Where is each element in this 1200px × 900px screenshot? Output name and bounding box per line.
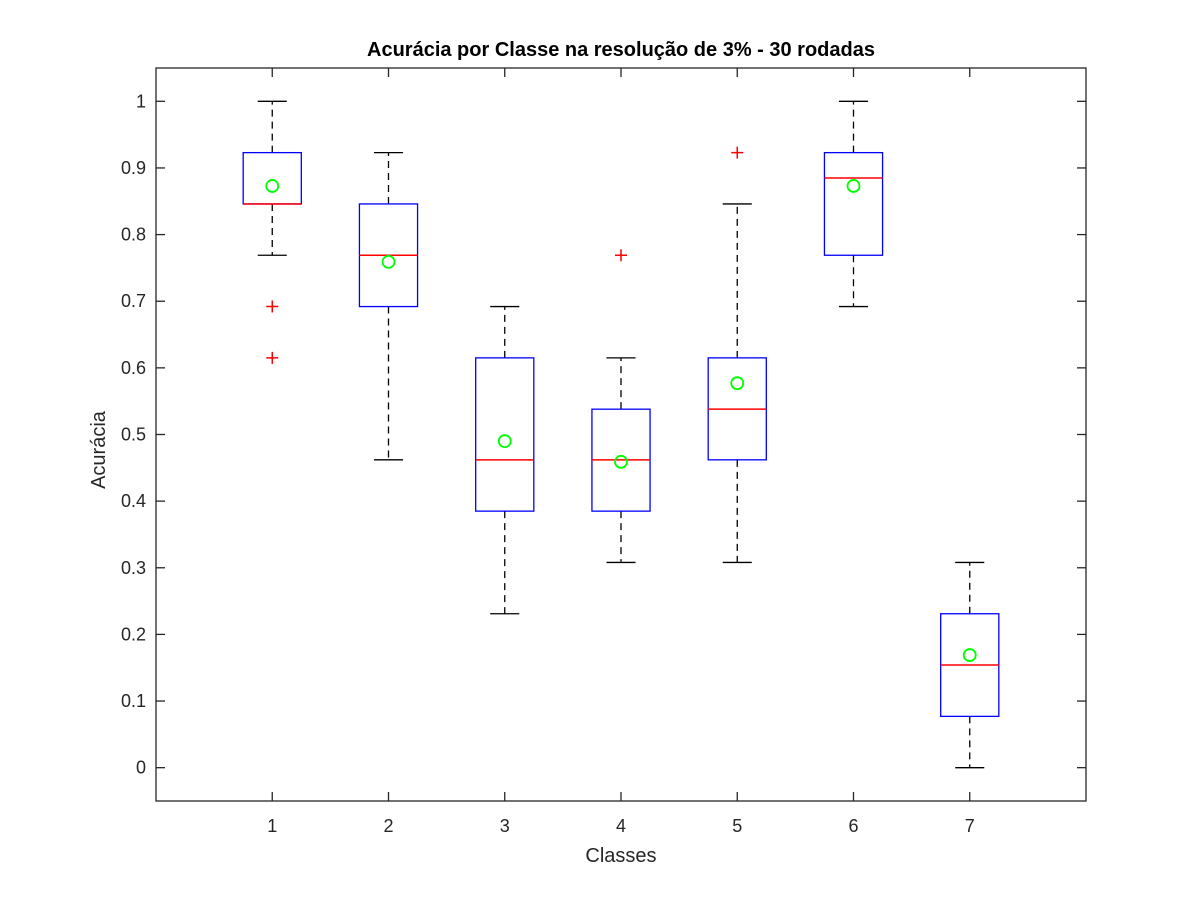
outlier-marker	[266, 300, 279, 313]
y-tick-label: 0.5	[121, 425, 146, 445]
x-tick-label: 6	[848, 816, 858, 836]
mean-marker	[614, 454, 628, 469]
mean-marker	[962, 648, 977, 662]
y-tick-label: 0.1	[121, 691, 146, 711]
chart-title: Acurácia por Classe na resolução de 3% -…	[367, 39, 875, 61]
plot-area	[155, 67, 1087, 802]
mean-marker	[497, 434, 512, 449]
box-group	[242, 100, 302, 364]
mean-marker	[265, 179, 280, 193]
outlier-marker	[266, 351, 279, 364]
y-axis-ticks: 0 0.1 0.2 0.3 0.4 0.5 0.6 0.7 0.8 0.9 1	[121, 91, 1086, 778]
box-group	[940, 561, 1000, 769]
x-tick-label: 2	[383, 816, 393, 836]
y-tick-label: 0.3	[121, 558, 146, 578]
x-tick-label: 1	[267, 816, 277, 836]
y-tick-label: 0.9	[121, 158, 146, 178]
x-tick-label: 4	[616, 816, 626, 836]
y-tick-label: 0.2	[121, 624, 146, 644]
y-axis-label: Acurácia	[88, 410, 110, 489]
outlier-marker	[615, 249, 627, 262]
box-group	[591, 249, 651, 564]
x-axis-label: Classes	[585, 845, 656, 867]
outlier-marker	[731, 146, 744, 159]
x-axis-ticks: 1 2 3 4 5 6 7	[267, 68, 975, 836]
x-tick-label: 7	[965, 816, 975, 836]
box-group	[475, 305, 535, 615]
box-group	[823, 100, 884, 308]
mean-marker	[381, 255, 396, 269]
box-iqr	[242, 151, 302, 205]
x-tick-label: 3	[500, 816, 510, 836]
box-group	[358, 151, 419, 461]
x-tick-label: 5	[732, 816, 742, 836]
mean-marker	[730, 376, 745, 391]
box-group	[707, 146, 767, 564]
y-tick-label: 1	[136, 91, 146, 111]
box-iqr	[823, 151, 884, 256]
y-tick-label: 0.6	[121, 358, 146, 378]
y-tick-label: 0.7	[121, 291, 146, 311]
y-tick-label: 0.4	[121, 491, 146, 511]
y-tick-label: 0	[136, 758, 146, 778]
y-tick-label: 0.8	[121, 225, 146, 245]
mean-marker	[846, 179, 861, 193]
box-iqr	[475, 357, 535, 512]
